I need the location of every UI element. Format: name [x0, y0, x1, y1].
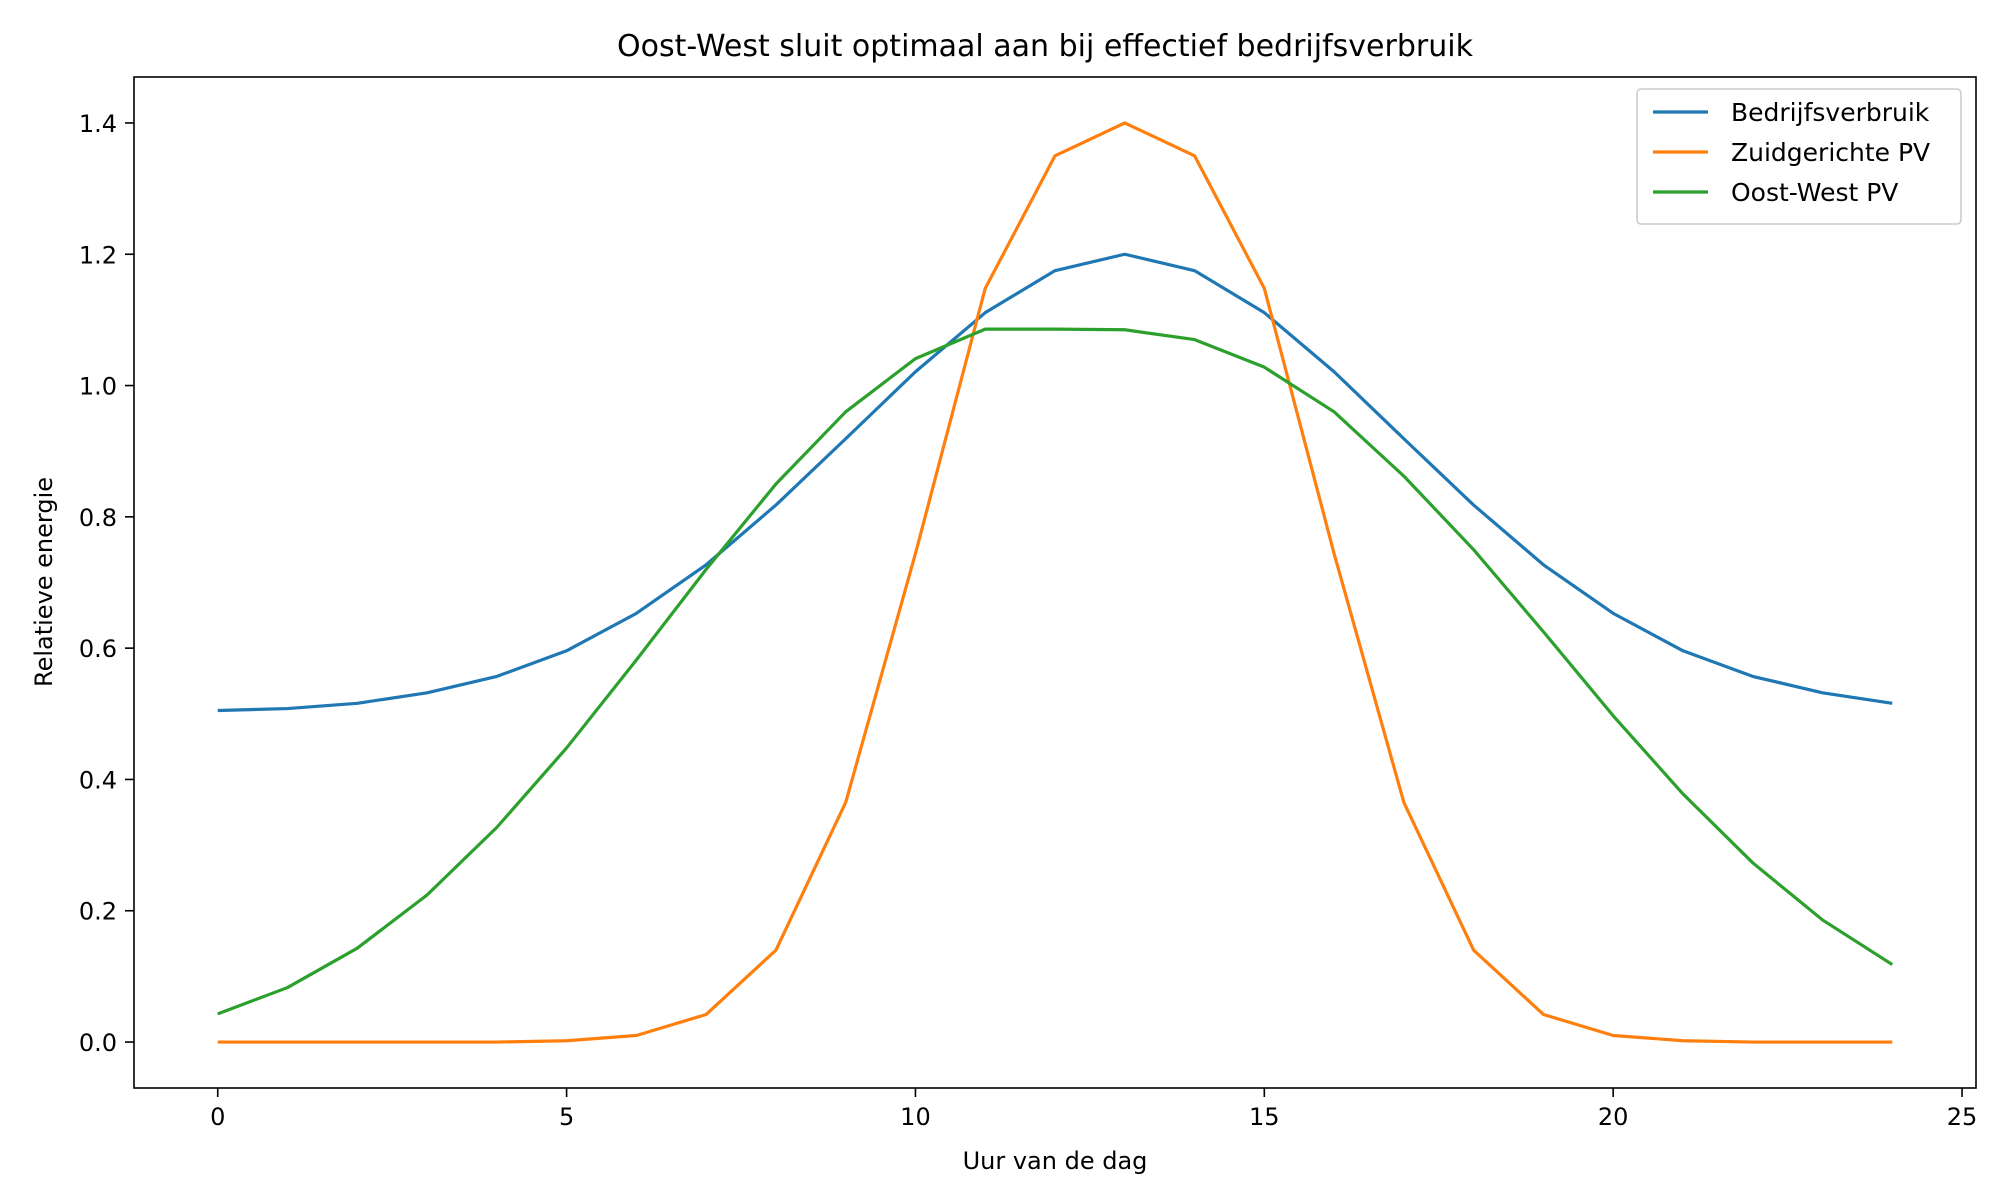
- series-layer: [217, 121, 1894, 1044]
- y-tick-label: 0.8: [79, 504, 117, 532]
- x-tick-label: 10: [900, 1103, 931, 1131]
- x-axis-label: Uur van de dag: [963, 1147, 1148, 1175]
- y-tick-label: 1.4: [79, 110, 117, 138]
- legend-box: [1636, 88, 1962, 225]
- y-tick-label: 0.2: [79, 898, 117, 926]
- chart-title: Oost-West sluit optimaal aan bij effecti…: [617, 29, 1474, 64]
- x-tick-label: 25: [1947, 1103, 1978, 1131]
- x-axis-ticks: 0 5 10 15 20 25: [210, 1088, 1977, 1131]
- legend-label: Bedrijfsverbruik: [1731, 98, 1930, 127]
- y-tick-label: 0.6: [79, 635, 117, 663]
- x-tick-label: 5: [559, 1103, 574, 1131]
- series-line-3: [217, 327, 1894, 1016]
- y-tick-label: 1.2: [79, 241, 117, 269]
- legend: Bedrijfsverbruik Zuidgerichte PV Oost-West…: [1636, 88, 1962, 225]
- y-axis-ticks: 0.0 0.2 0.4 0.6 0.8 1.0 1.2 1.4: [79, 110, 134, 1057]
- y-tick-label: 0.0: [79, 1029, 117, 1057]
- legend-label: Zuidgerichte PV: [1731, 138, 1930, 167]
- series-line-1: [217, 252, 1893, 713]
- plot-area-frame: [133, 76, 1977, 1089]
- series-line-2: [217, 121, 1893, 1044]
- y-tick-label: 0.4: [79, 766, 117, 794]
- y-tick-label: 1.0: [79, 373, 117, 401]
- x-tick-label: 20: [1598, 1103, 1629, 1131]
- legend-label: Oost-West PV: [1731, 178, 1898, 207]
- y-axis-label: Relatieve energie: [30, 477, 58, 687]
- x-tick-label: 15: [1249, 1103, 1280, 1131]
- x-tick-label: 0: [210, 1103, 225, 1131]
